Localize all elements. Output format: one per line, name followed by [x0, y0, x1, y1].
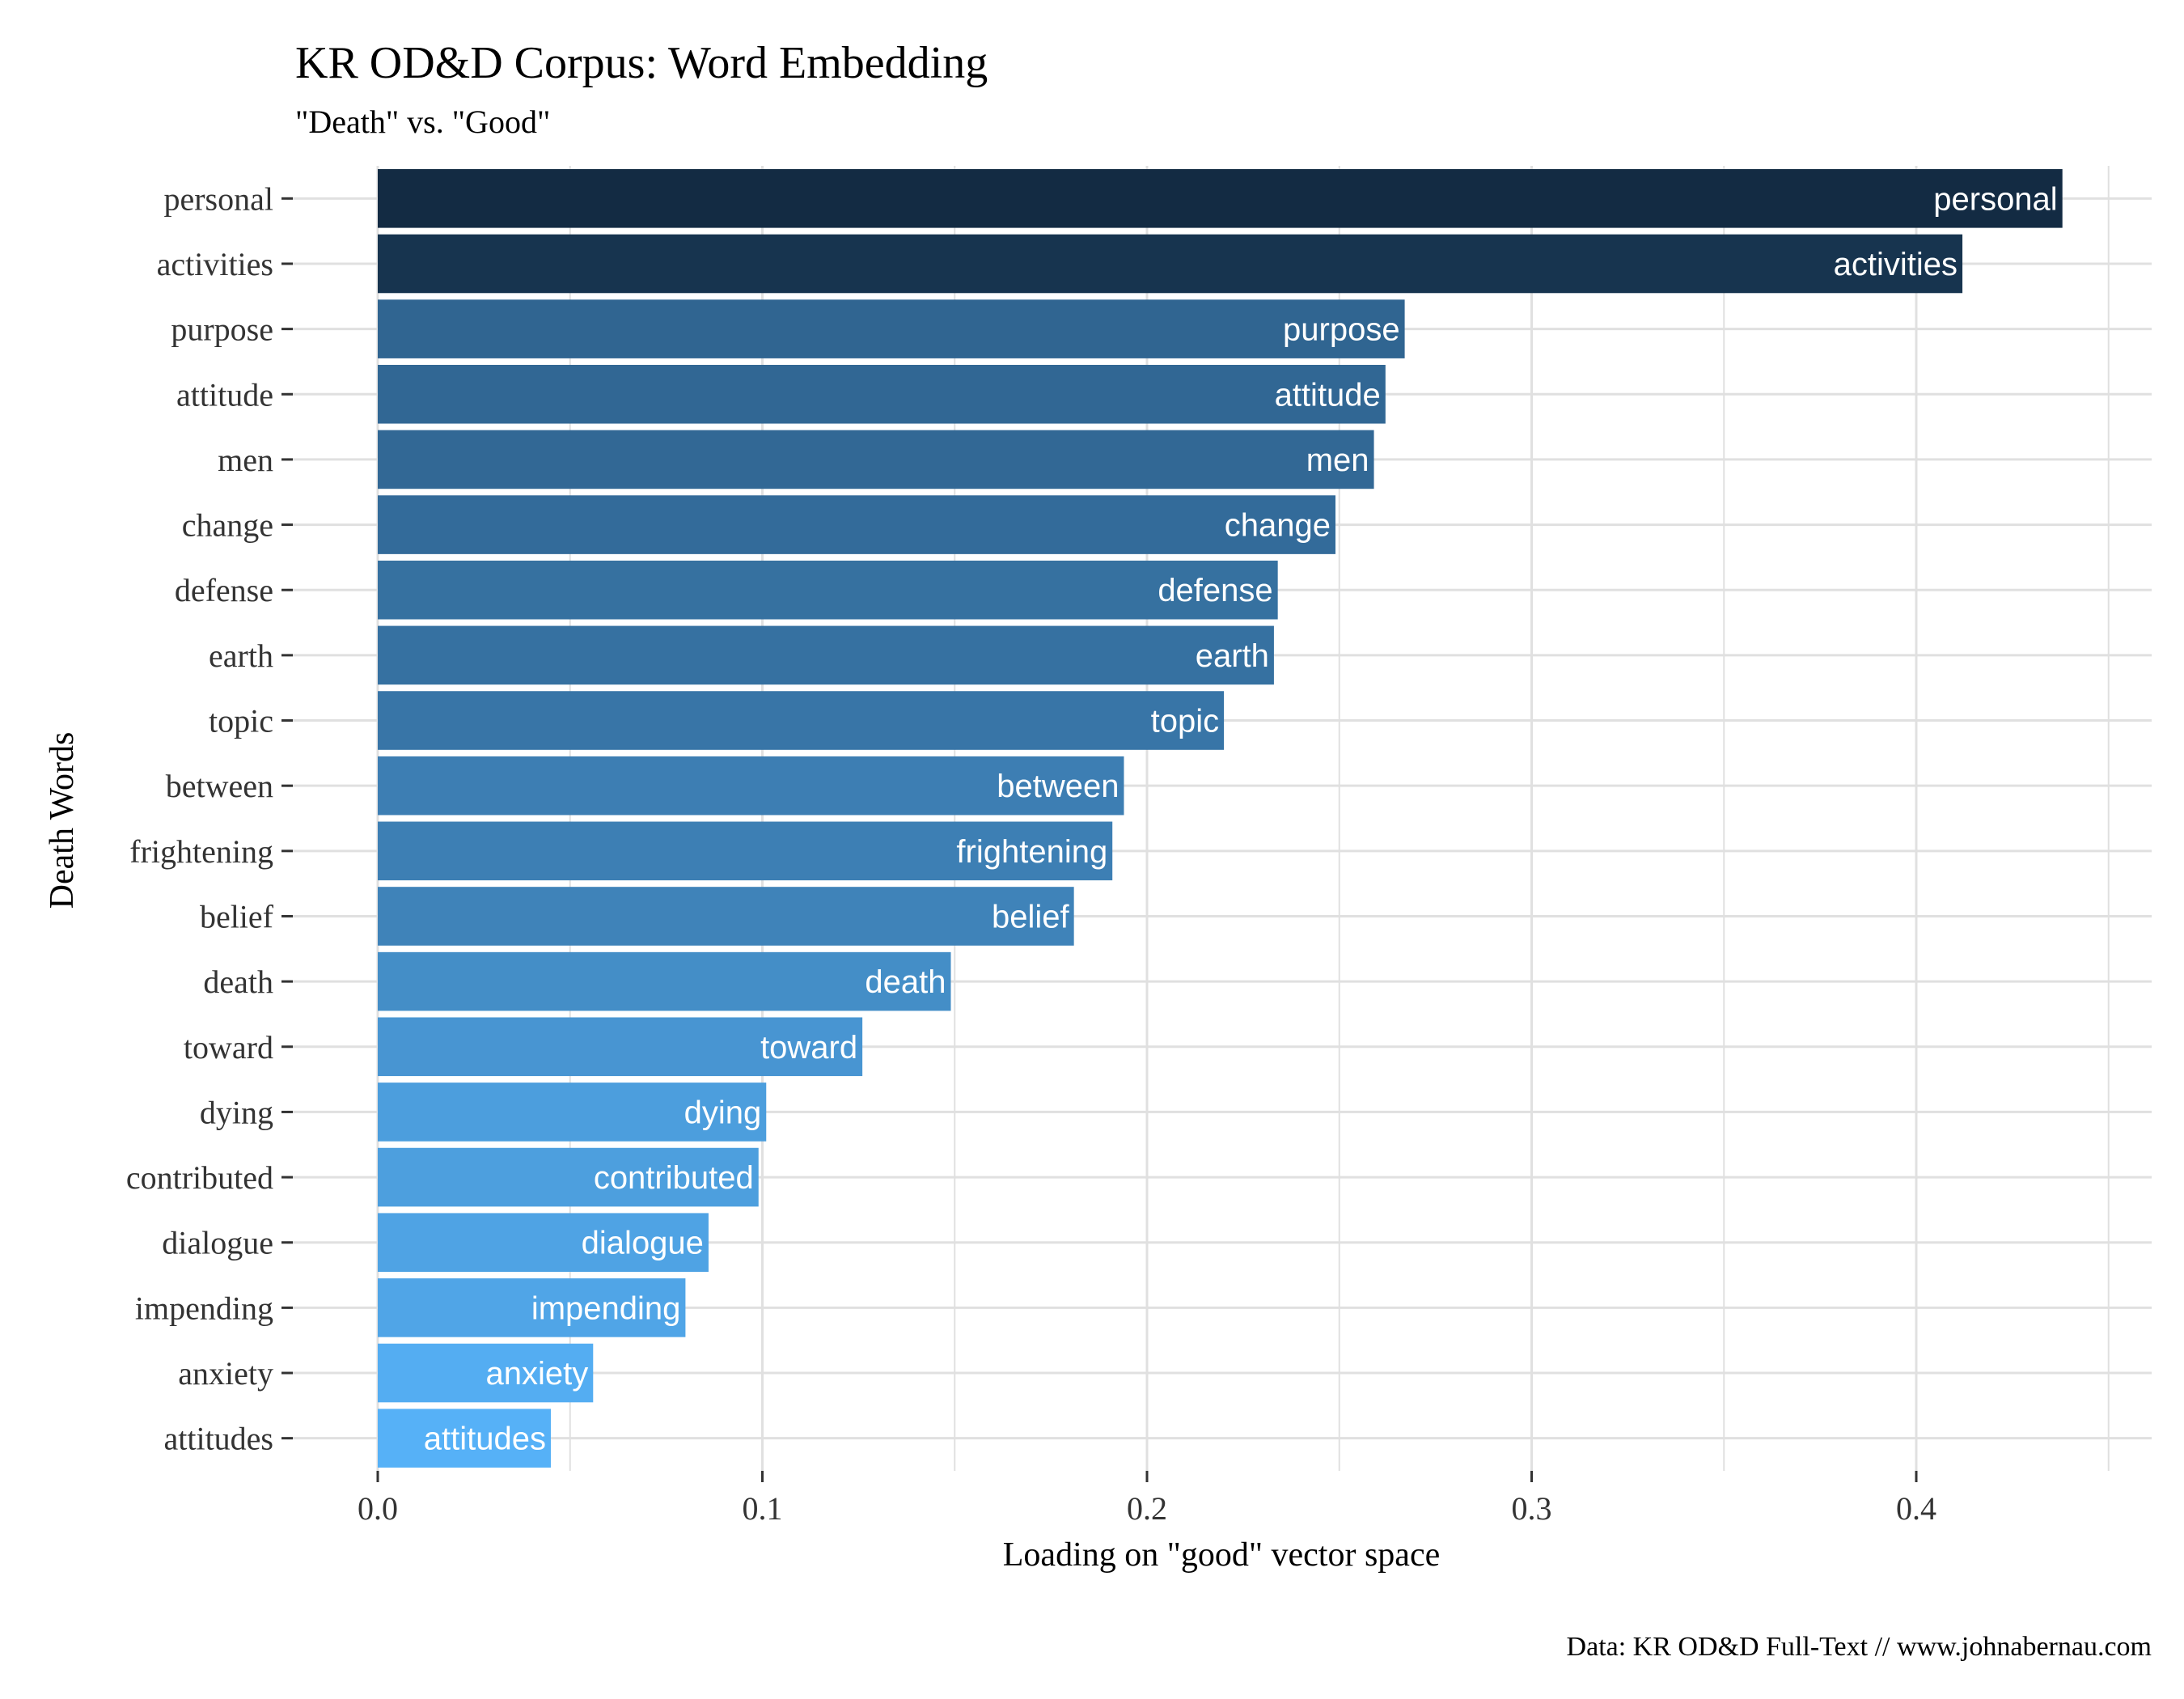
bar-label-belief: belief	[992, 899, 1070, 934]
bar-label-between: between	[997, 769, 1119, 804]
bar-impending	[378, 1278, 686, 1337]
bar-change	[378, 495, 1335, 554]
bar-label-purpose: purpose	[1283, 312, 1400, 348]
bars: personal activities purpose attitude men chan…	[378, 169, 2063, 1468]
bar-defense	[378, 560, 1278, 620]
bar-activities	[378, 234, 1963, 294]
y-tick-label-anxiety: anxiety	[178, 1355, 273, 1392]
bar-label-contributed: contributed	[594, 1160, 754, 1196]
chart-subtitle: "Death" vs. "Good"	[295, 104, 550, 140]
bar-topic	[378, 691, 1225, 750]
y-tick-label-impending: impending	[135, 1290, 273, 1326]
bar-dying	[378, 1083, 767, 1142]
bar-label-dying: dying	[684, 1095, 762, 1130]
bar-personal	[378, 169, 2063, 228]
y-tick-label-attitude: attitude	[176, 376, 273, 413]
y-tick-label-between: between	[166, 768, 273, 804]
x-tick-label: 0.0	[358, 1490, 398, 1527]
y-tick-label-defense: defense	[175, 572, 273, 608]
x-axis-title: Loading on "good" vector space	[1003, 1536, 1440, 1574]
bar-purpose	[378, 299, 1405, 358]
y-tick-label-personal: personal	[163, 180, 273, 217]
bar-attitude	[378, 364, 1386, 424]
bar-belief	[378, 887, 1074, 946]
x-tick-label: 0.3	[1512, 1490, 1552, 1527]
bar-label-men: men	[1306, 443, 1369, 478]
y-tick-label-change: change	[182, 507, 273, 544]
chart-caption: Data: KR OD&D Full-Text // www.johnabern…	[1567, 1632, 2152, 1662]
x-axis: 0.0 0.1 0.2 0.3 0.4	[358, 1471, 1936, 1527]
x-tick-label: 0.4	[1896, 1490, 1936, 1527]
bar-label-impending: impending	[531, 1290, 681, 1326]
y-tick-label-death: death	[203, 964, 273, 1000]
bar-toward	[378, 1017, 863, 1077]
bar-contributed	[378, 1147, 759, 1207]
y-tick-label-dialogue: dialogue	[162, 1225, 273, 1261]
bar-label-anxiety: anxiety	[486, 1356, 589, 1392]
y-tick-label-belief: belief	[200, 898, 274, 934]
bar-dialogue	[378, 1213, 709, 1273]
bar-attitudes	[378, 1409, 551, 1468]
bar-label-frightening: frightening	[956, 834, 1107, 870]
y-axis-title: Death Words	[44, 732, 81, 909]
bar-anxiety	[378, 1343, 594, 1403]
bar-between	[378, 756, 1124, 816]
chart-title: KR OD&D Corpus: Word Embedding	[295, 38, 988, 88]
bar-label-death: death	[865, 964, 946, 1000]
bar-earth	[378, 625, 1274, 685]
y-tick-label-attitudes: attitudes	[163, 1421, 273, 1457]
bar-label-attitudes: attitudes	[424, 1421, 546, 1457]
bar-label-change: change	[1225, 508, 1331, 544]
y-axis: personal activities purpose attitude men chan…	[126, 180, 293, 1457]
bar-label-toward: toward	[760, 1030, 857, 1066]
y-tick-label-toward: toward	[184, 1029, 273, 1066]
y-tick-label-activities: activities	[157, 246, 273, 282]
bar-label-defense: defense	[1158, 573, 1272, 608]
grid	[287, 166, 2152, 1471]
y-tick-label-purpose: purpose	[171, 311, 273, 348]
y-tick-label-earth: earth	[209, 638, 273, 674]
bar-label-activities: activities	[1834, 247, 1958, 282]
y-tick-label-dying: dying	[200, 1094, 273, 1130]
y-tick-label-frightening: frightening	[129, 833, 273, 870]
bar-label-earth: earth	[1196, 638, 1269, 674]
bar-death	[378, 951, 951, 1011]
bar-label-personal: personal	[1933, 181, 2057, 217]
bar-label-attitude: attitude	[1275, 377, 1381, 413]
y-tick-label-topic: topic	[209, 703, 273, 739]
y-tick-label-contributed: contributed	[126, 1159, 273, 1196]
x-tick-label: 0.1	[743, 1490, 783, 1527]
bar-frightening	[378, 821, 1113, 881]
bar-label-topic: topic	[1151, 704, 1220, 739]
y-tick-label-men: men	[218, 442, 273, 478]
bar-label-dialogue: dialogue	[582, 1226, 704, 1261]
bar-men	[378, 430, 1374, 489]
x-tick-label: 0.2	[1127, 1490, 1167, 1527]
